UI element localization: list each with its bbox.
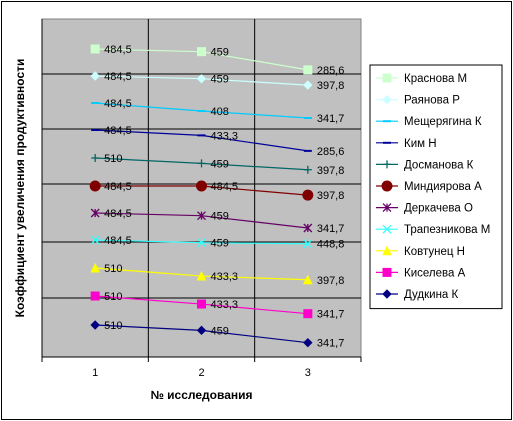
- legend-label: Досманова К: [404, 159, 474, 171]
- data-label: 510: [104, 153, 122, 165]
- data-point-marker: [303, 80, 313, 90]
- legend-label: Раянова Р: [404, 95, 460, 107]
- data-label: 408: [211, 106, 229, 118]
- data-label: 484,5: [211, 181, 239, 193]
- legend-marker: [383, 160, 391, 169]
- data-point-marker: [90, 291, 100, 301]
- data-point-marker: [303, 65, 313, 75]
- legend-label: Ким Н: [404, 138, 437, 150]
- legend-label: Ковтунец Н: [404, 246, 465, 258]
- data-label: 397,8: [317, 80, 345, 92]
- data-label: 484,5: [104, 98, 132, 110]
- legend-item: Раянова Р: [376, 95, 460, 107]
- data-point-marker: [196, 270, 207, 281]
- data-point-marker: [90, 71, 100, 81]
- data-label: 433,3: [211, 271, 239, 283]
- data-point-marker: [90, 208, 100, 218]
- x-tick-label: 1: [92, 367, 98, 379]
- legend-label: Трапезникова М: [404, 224, 490, 236]
- data-label: 484,5: [104, 125, 132, 137]
- data-point-marker: [303, 337, 313, 348]
- data-label: 459: [211, 158, 229, 170]
- data-label: 397,8: [317, 190, 345, 202]
- data-point-marker: [89, 180, 101, 192]
- legend-label: Дудкина К: [404, 289, 459, 301]
- x-tick-label: 2: [198, 367, 204, 379]
- legend-item: Ковтунец Н: [376, 245, 465, 258]
- data-label: 397,8: [317, 275, 345, 287]
- legend-marker: [382, 224, 392, 234]
- data-point-marker: [197, 47, 206, 57]
- data-label: 341,7: [317, 338, 345, 350]
- data-point-marker: [197, 238, 206, 248]
- data-label: 448,8: [317, 239, 345, 251]
- legend-label: Миндиярова А: [404, 181, 482, 193]
- x-tick-label: 3: [305, 367, 311, 379]
- legend-marker: [381, 180, 393, 192]
- legend-marker: [382, 289, 392, 299]
- data-point-marker: [91, 154, 100, 162]
- x-axis-label: № исследования: [150, 388, 252, 402]
- data-label: 459: [211, 74, 229, 86]
- legend-label: Краснова М: [404, 73, 467, 85]
- legend-label: Деркачева О: [404, 203, 473, 215]
- data-label: 433,3: [211, 130, 239, 142]
- data-label: 510: [104, 320, 122, 332]
- data-label: 285,6: [317, 65, 345, 77]
- legend-item: Деркачева О: [376, 203, 473, 215]
- data-label: 285,6: [317, 146, 345, 158]
- legend-marker: [382, 203, 392, 213]
- data-label: 459: [211, 238, 229, 250]
- legend-label: Киселева А: [404, 267, 466, 279]
- y-axis-label: Коэффициент увеличения продуктивности: [13, 59, 27, 318]
- data-point-marker: [196, 180, 207, 192]
- legend-item: Ким Н: [376, 138, 437, 150]
- data-point-marker: [302, 189, 314, 201]
- data-label: 433,3: [211, 299, 239, 311]
- legend-item: Трапезникова М: [376, 224, 490, 236]
- data-label: 341,7: [317, 113, 345, 125]
- legend-label: Мещерягина К: [404, 116, 482, 128]
- data-label: 484,5: [104, 208, 132, 220]
- data-label: 510: [104, 263, 122, 275]
- data-point-marker: [303, 274, 313, 285]
- data-point-marker: [90, 235, 100, 245]
- data-point-marker: [303, 223, 313, 233]
- legend-item: Краснова М: [376, 73, 467, 85]
- data-point-marker: [197, 211, 206, 221]
- data-point-marker: [90, 44, 100, 54]
- data-label: 510: [104, 291, 122, 303]
- data-point-marker: [197, 299, 206, 309]
- legend-item: Миндиярова А: [376, 180, 482, 193]
- data-point-marker: [90, 320, 100, 330]
- data-point-marker: [197, 159, 206, 168]
- data-label: 484,5: [104, 71, 132, 83]
- legend-item: Досманова К: [376, 159, 474, 171]
- data-point-marker: [196, 325, 207, 336]
- legend-item: Дудкина К: [376, 289, 459, 301]
- data-label: 484,5: [104, 181, 132, 193]
- data-label: 341,7: [317, 223, 345, 235]
- legend-marker: [382, 94, 392, 105]
- data-point-marker: [303, 239, 313, 249]
- data-label: 459: [211, 47, 229, 59]
- data-point-marker: [90, 262, 100, 273]
- legend-item: Мещерягина К: [376, 116, 482, 128]
- data-label: 459: [211, 211, 229, 223]
- data-label: 484,5: [104, 235, 132, 247]
- legend-marker: [382, 73, 392, 83]
- data-point-marker: [303, 309, 313, 319]
- data-label: 397,8: [317, 165, 345, 177]
- legend-marker: [382, 267, 392, 277]
- data-label: 459: [211, 325, 229, 337]
- data-label: 341,7: [317, 309, 345, 321]
- legend-marker: [382, 245, 392, 256]
- data-point-marker: [303, 165, 312, 174]
- data-label: 484,5: [104, 44, 132, 56]
- legend-item: Киселева А: [376, 267, 466, 279]
- data-point-marker: [196, 73, 207, 84]
